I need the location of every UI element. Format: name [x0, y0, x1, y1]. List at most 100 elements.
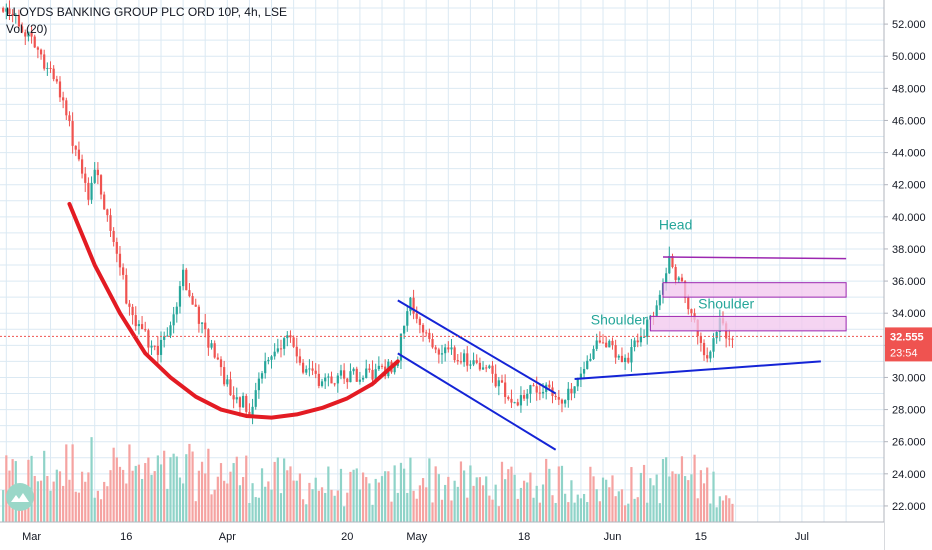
volume-bar	[286, 470, 289, 522]
volume-bar	[150, 474, 153, 522]
symbol-title[interactable]: LLOYDS BANKING GROUP PLC ORD 10P, 4h, LS…	[6, 5, 288, 19]
volume-bar	[33, 475, 36, 522]
volume-bar	[62, 485, 65, 522]
volume-bar	[469, 465, 472, 522]
candle-body	[532, 385, 535, 387]
last-price-badge	[885, 327, 932, 362]
volume-bar	[466, 497, 469, 522]
volume-bar	[68, 479, 71, 522]
volume-bar	[352, 469, 355, 522]
candle-body	[462, 353, 466, 363]
candle-body	[182, 269, 185, 287]
volume-bar	[200, 461, 204, 522]
volume-bar	[333, 495, 336, 522]
volume-bar	[674, 473, 677, 522]
volume-bar	[147, 457, 150, 522]
price-axis: 52.000 50.000 48.000 46.000 44.000 42.000 40.0…	[883, 0, 932, 550]
candle-body	[535, 386, 538, 393]
volume-bar	[440, 499, 444, 522]
volume-bar	[283, 458, 286, 522]
last-price-value: 32.555	[890, 331, 924, 343]
candle-body	[624, 357, 627, 363]
candle-body	[582, 368, 586, 374]
candle-body	[406, 311, 409, 326]
candle-body	[573, 386, 576, 394]
candle-body	[466, 353, 469, 366]
price-tick-label: 34.000	[892, 308, 926, 320]
candle-body	[311, 368, 314, 371]
volume-bar	[118, 466, 122, 522]
volume-bar	[494, 484, 497, 522]
candle-body	[642, 336, 646, 338]
chart-legend: LLOYDS BANKING GROUP PLC ORD 10P, 4h, LS…	[6, 4, 287, 38]
volume-bar	[248, 503, 251, 522]
candle-body	[80, 159, 84, 174]
candle-body	[314, 370, 317, 374]
volume-bar	[5, 455, 8, 522]
volume-bar	[298, 473, 302, 522]
candle-body	[125, 274, 128, 304]
volume-bar	[614, 496, 617, 522]
candle-body	[431, 339, 434, 348]
volume-bar	[260, 468, 264, 522]
candle-body	[469, 364, 472, 366]
candle-body	[475, 360, 478, 363]
candle-body	[687, 297, 690, 310]
grid-lines	[0, 0, 884, 522]
volume-bar	[245, 455, 248, 522]
candle-body	[235, 397, 238, 400]
volume-bar	[687, 480, 690, 522]
candle-body	[39, 49, 43, 55]
volume-bar	[709, 503, 712, 522]
volume-bars	[2, 437, 734, 522]
candle-body	[213, 343, 216, 358]
volume-bar	[428, 458, 431, 522]
candle-body	[283, 338, 286, 349]
candle-body	[595, 340, 598, 349]
volume-bar	[412, 490, 415, 522]
candle-body	[99, 175, 103, 195]
price-tick-label: 44.000	[892, 148, 926, 160]
volume-bar	[355, 468, 358, 522]
volume-bar	[680, 456, 684, 522]
volume-bar	[71, 444, 74, 522]
time-tick-label: 20	[341, 531, 353, 543]
candle-body	[320, 381, 324, 386]
candle-body	[96, 169, 99, 176]
candle-body	[715, 332, 718, 339]
candle-body	[74, 145, 77, 150]
volume-bar	[683, 476, 687, 522]
candle-body	[567, 388, 570, 401]
candle-body	[150, 345, 153, 348]
volume-bar	[163, 450, 166, 522]
candle-body	[159, 339, 163, 355]
volume-bar	[431, 502, 434, 522]
head-label: Head	[659, 217, 692, 233]
candle-body	[658, 294, 661, 306]
volume-bar	[254, 497, 257, 522]
volume-bar	[658, 503, 661, 522]
volume-bar	[649, 478, 652, 522]
candle-body	[178, 286, 182, 307]
candle-body	[251, 406, 254, 416]
candle-body	[633, 340, 636, 348]
candle-body	[570, 388, 573, 394]
volume-bar	[204, 473, 207, 522]
volume-bar	[538, 502, 541, 522]
volume-bar	[399, 462, 403, 522]
volume-bar	[548, 468, 551, 522]
volume-bar	[308, 482, 311, 522]
volume-indicator-label[interactable]: Vol (20)	[6, 22, 48, 36]
volume-bar	[586, 502, 589, 522]
volume-bar	[721, 500, 725, 522]
candle-body	[254, 390, 257, 407]
candle-body	[279, 348, 283, 350]
candle-body	[447, 347, 450, 350]
volume-bar	[387, 471, 390, 522]
candle-body	[17, 14, 21, 27]
candle-body	[355, 368, 358, 382]
volume-bar	[305, 504, 308, 522]
tradingview-logo-icon[interactable]	[6, 483, 34, 511]
